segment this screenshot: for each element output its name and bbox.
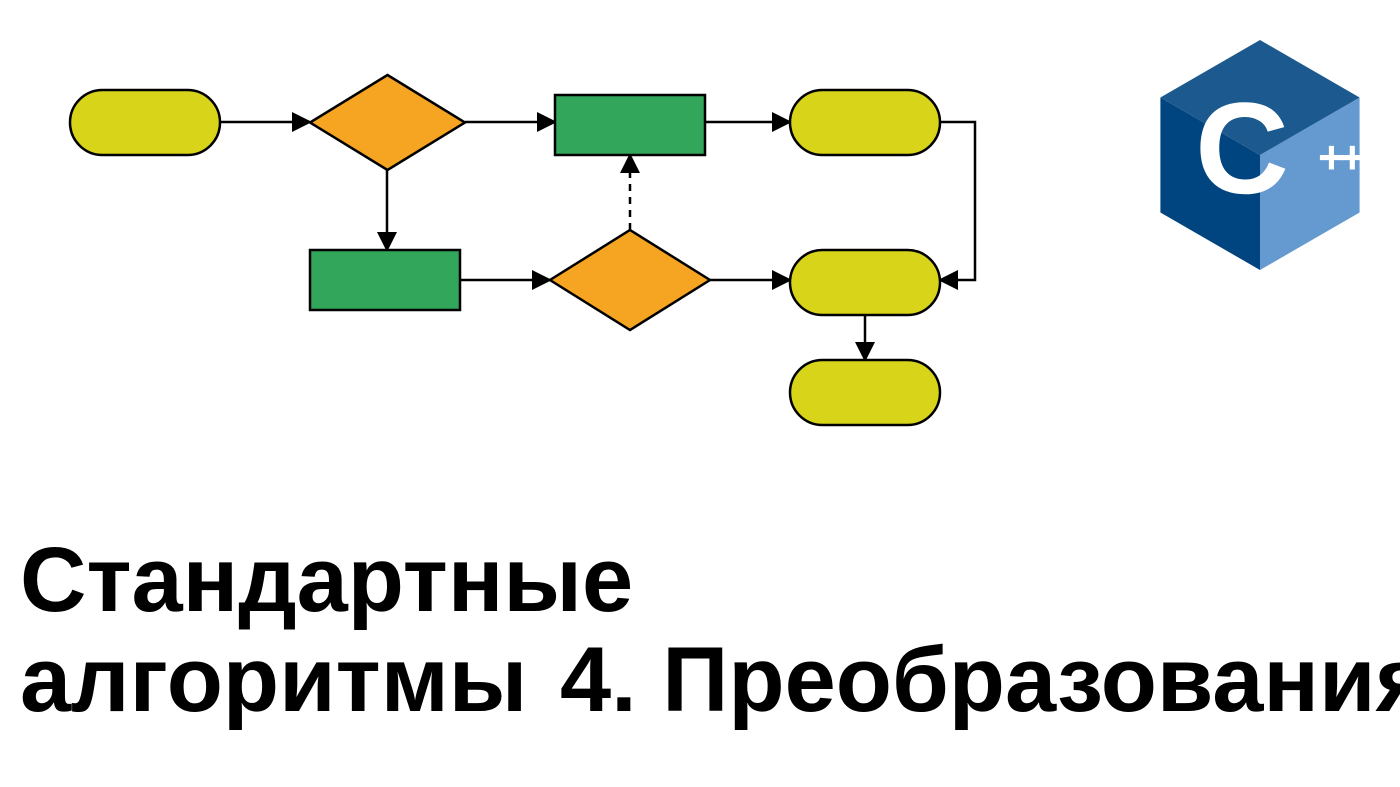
node-proc2 [310, 250, 460, 310]
edge-term1-term2 [940, 122, 975, 280]
node-term1 [790, 90, 940, 155]
node-dec1 [310, 75, 465, 170]
node-term3 [790, 360, 940, 425]
cpp-logo: C ++ [1160, 40, 1363, 270]
node-term2 [790, 250, 940, 315]
node-proc1 [555, 95, 705, 155]
slide-canvas: C ++ Стандартные алгоритмы 4. Преобразова… [0, 0, 1400, 787]
cpp-logo-plusplus: ++ [1318, 131, 1364, 183]
title-line1: Стандартные [20, 530, 633, 631]
flowchart-diagram: C ++ [0, 0, 1400, 500]
title-line2: алгоритмы [20, 630, 527, 731]
cpp-logo-letter: C [1195, 75, 1289, 221]
subtitle: 4. Преобразования [560, 630, 1400, 731]
node-dec2 [550, 230, 710, 330]
node-start [70, 90, 220, 155]
